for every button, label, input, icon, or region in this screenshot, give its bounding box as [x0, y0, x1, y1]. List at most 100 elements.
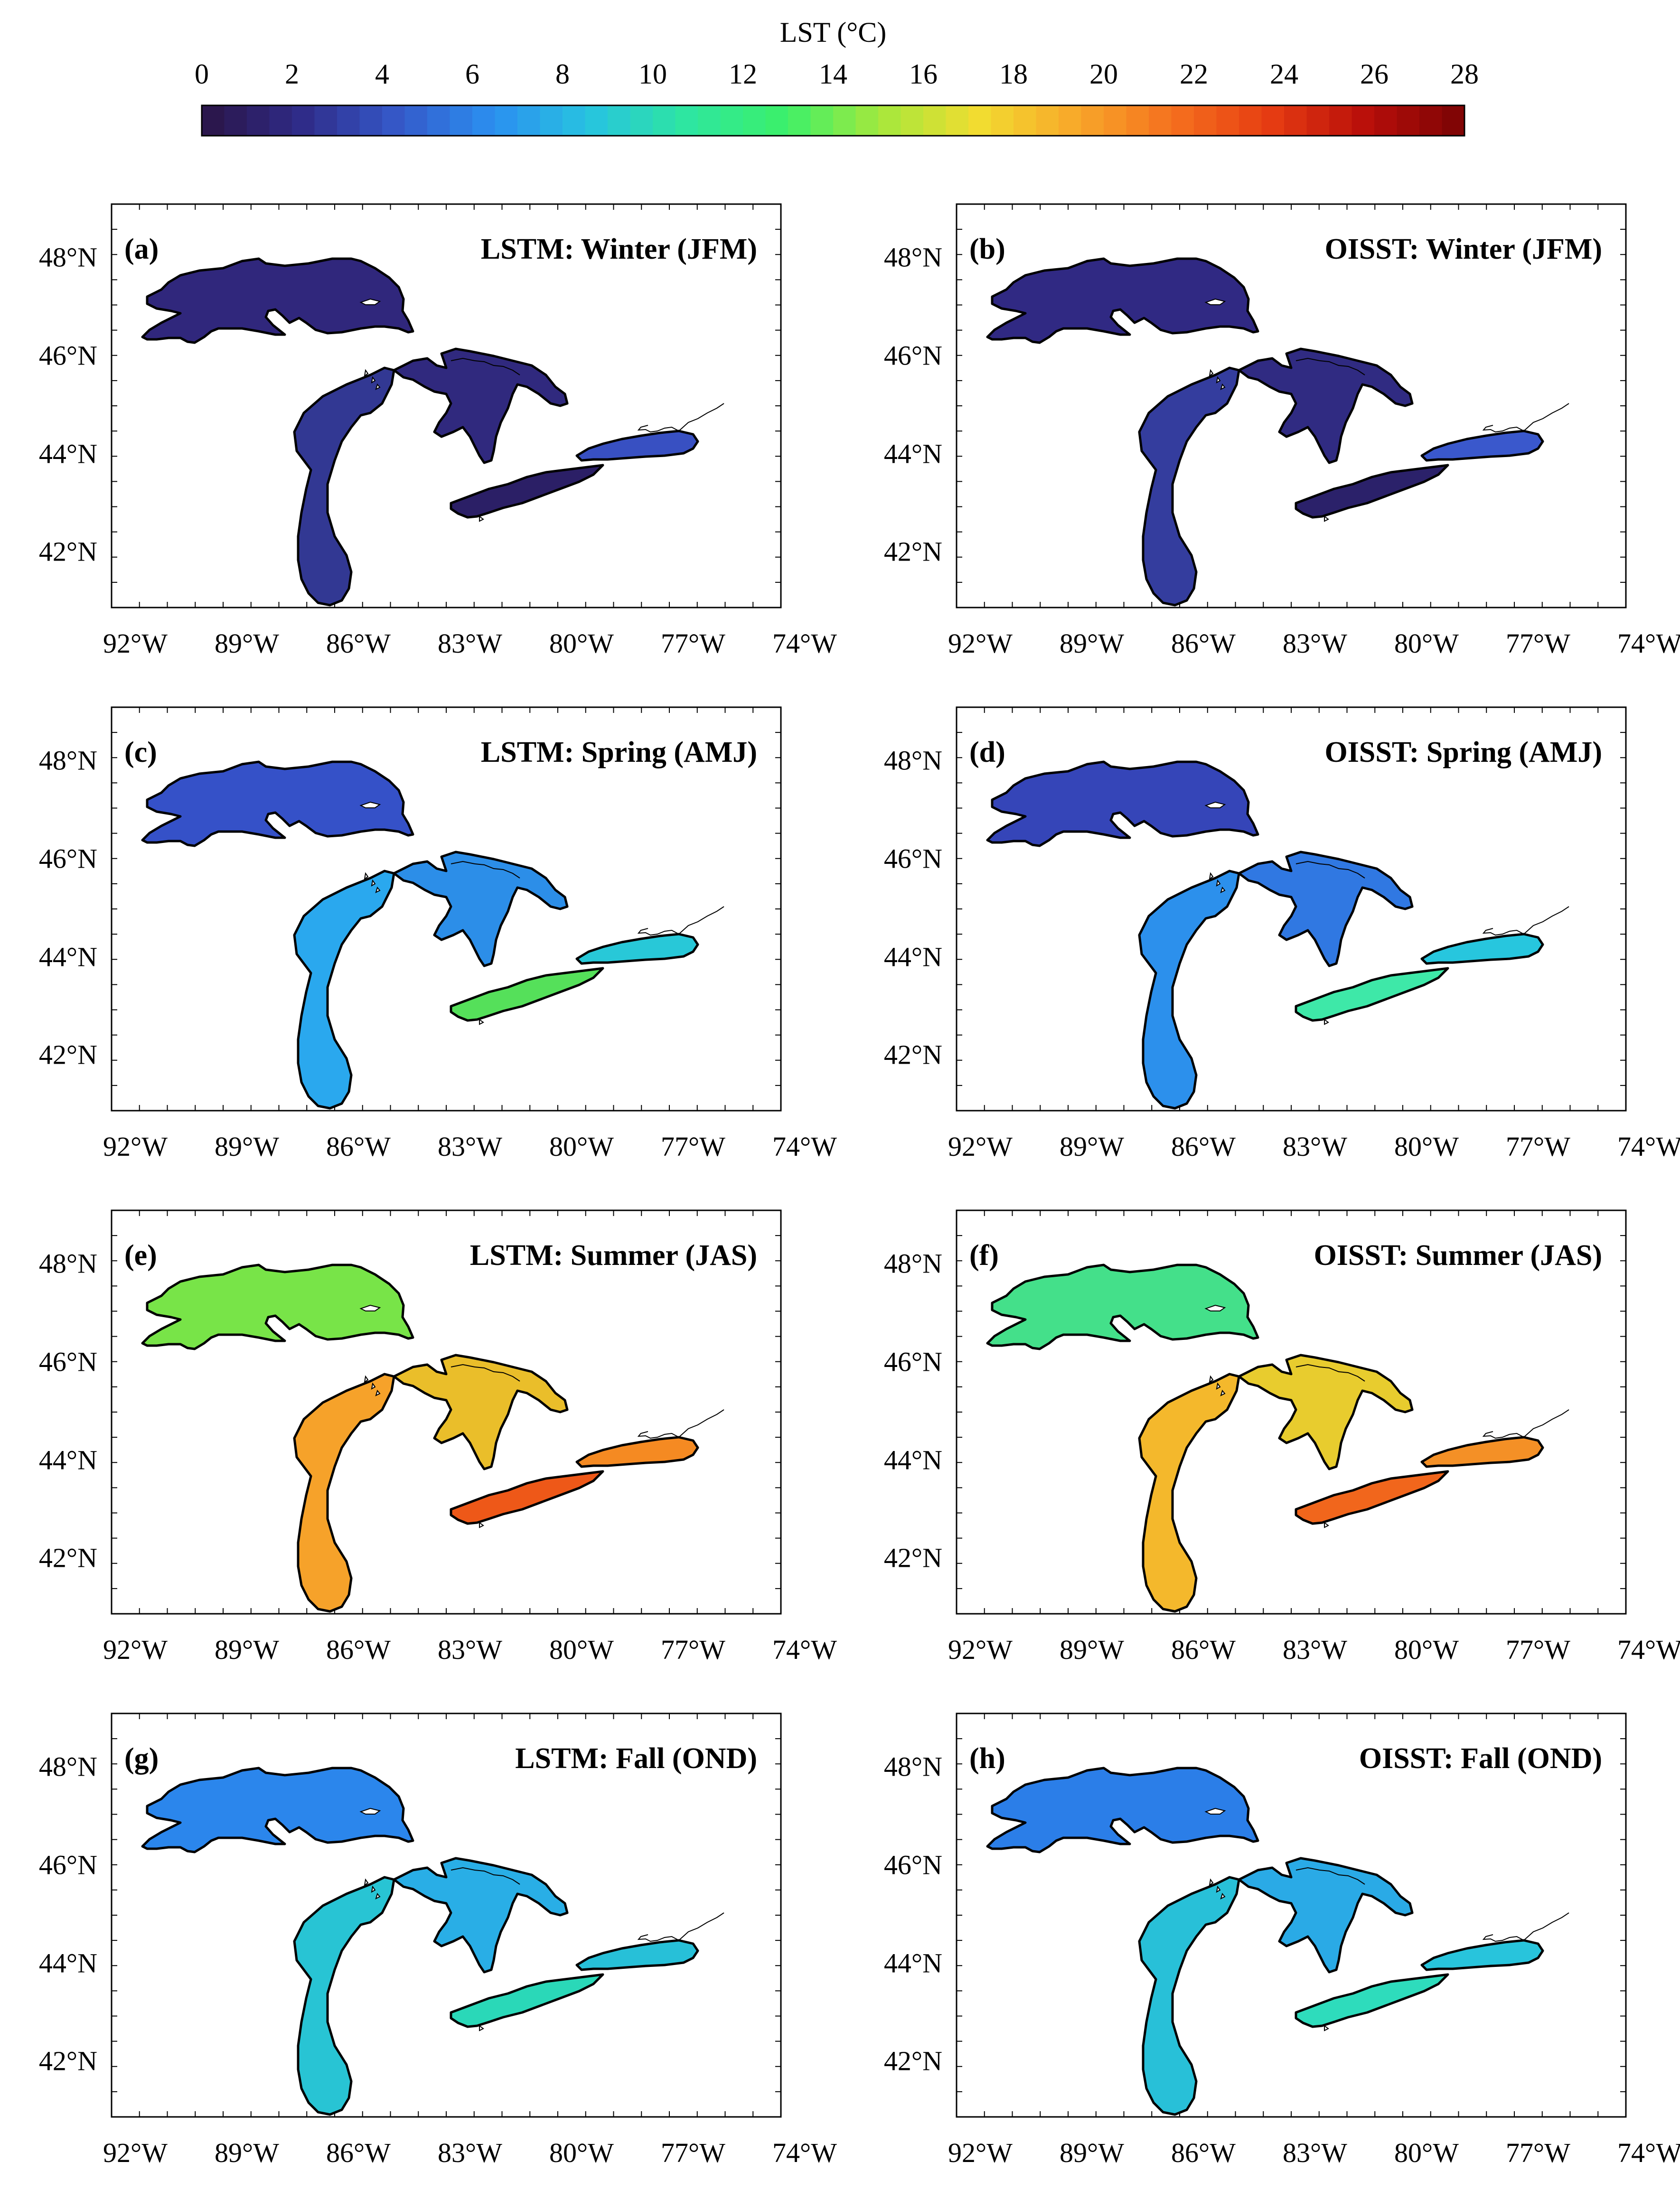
- colorbar-swatch: [1126, 105, 1149, 136]
- colorbar-swatch: [968, 105, 992, 136]
- lat-tick-label: 48°N: [884, 1248, 942, 1279]
- colorbar-swatch: [1284, 105, 1307, 136]
- lat-tick-label: 42°N: [39, 2045, 97, 2076]
- colorbar-tick-label: 12: [729, 58, 757, 90]
- colorbar-swatch: [517, 105, 541, 136]
- lon-tick-label: 89°W: [1060, 2137, 1124, 2168]
- colorbar-swatch: [810, 105, 834, 136]
- map-panel: (f) OISST: Summer (JAS) 48°N 46°N 44°N 42°N 92…: [884, 1209, 1680, 1665]
- lat-tick-label: 48°N: [884, 1751, 942, 1782]
- colorbar-swatch: [1036, 105, 1059, 136]
- colorbar-swatch: [585, 105, 608, 136]
- lon-tick-label: 77°W: [661, 1634, 725, 1665]
- colorbar-tick-label: 20: [1089, 58, 1118, 90]
- colorbar-swatch: [1374, 105, 1398, 136]
- panel-letter: (b): [969, 233, 1005, 265]
- panel-title: OISST: Summer (JAS): [1314, 1239, 1602, 1272]
- lon-tick-label: 80°W: [1394, 628, 1459, 659]
- panel-title: OISST: Spring (AMJ): [1325, 736, 1603, 768]
- panel-letter: (g): [124, 1742, 159, 1775]
- colorbar-swatch: [1329, 105, 1352, 136]
- colorbar-swatch: [1419, 105, 1443, 136]
- panel-title: OISST: Fall (OND): [1359, 1742, 1602, 1775]
- lon-tick-label: 86°W: [1171, 1634, 1236, 1665]
- lon-tick-label: 89°W: [215, 628, 279, 659]
- colorbar-swatch: [1239, 105, 1262, 136]
- colorbar-tick-label: 10: [638, 58, 667, 90]
- colorbar-swatch: [495, 105, 518, 136]
- lat-tick-label: 46°N: [39, 1346, 97, 1377]
- lon-tick-label: 92°W: [103, 1634, 168, 1665]
- colorbar-tick-label: 24: [1270, 58, 1298, 90]
- lat-tick-label: 46°N: [39, 1849, 97, 1880]
- colorbar-swatch: [720, 105, 743, 136]
- lon-tick-label: 83°W: [438, 628, 502, 659]
- colorbar-swatch: [788, 105, 811, 136]
- colorbar-swatch: [382, 105, 405, 136]
- lat-tick-label: 42°N: [884, 1039, 942, 1070]
- colorbar-tick-label: 2: [285, 58, 299, 90]
- panel-letter: (f): [969, 1239, 999, 1272]
- lon-tick-label: 74°W: [1617, 2137, 1680, 2168]
- lon-tick-label: 92°W: [103, 628, 168, 659]
- lon-tick-label: 92°W: [103, 2137, 168, 2168]
- panel-letter: (h): [969, 1742, 1005, 1775]
- colorbar-swatch: [698, 105, 721, 136]
- lon-tick-label: 77°W: [661, 2137, 725, 2168]
- panel-letter: (c): [124, 736, 157, 768]
- colorbar-tick-label: 16: [909, 58, 938, 90]
- colorbar: LST (°C)0 2 4 6 8 10 12 14 16 18 20 22 24 26 28: [195, 17, 1479, 137]
- colorbar-swatch: [1442, 105, 1465, 136]
- lon-tick-label: 77°W: [1506, 1634, 1570, 1665]
- map-panel: (g) LSTM: Fall (OND) 48°N 46°N 44°N 42°N 92°W 8…: [39, 1713, 837, 2168]
- lon-tick-label: 74°W: [1617, 1634, 1680, 1665]
- lat-tick-label: 48°N: [884, 745, 942, 776]
- lon-tick-label: 92°W: [948, 2137, 1013, 2168]
- colorbar-swatch: [991, 105, 1014, 136]
- colorbar-swatch: [630, 105, 653, 136]
- lon-tick-label: 86°W: [326, 1634, 391, 1665]
- lat-tick-label: 42°N: [39, 536, 97, 567]
- lat-tick-label: 42°N: [884, 536, 942, 567]
- lon-tick-label: 89°W: [1060, 628, 1124, 659]
- lon-tick-label: 86°W: [326, 2137, 391, 2168]
- lon-tick-label: 77°W: [1506, 2137, 1570, 2168]
- lon-tick-label: 74°W: [772, 1634, 837, 1665]
- colorbar-swatch: [1059, 105, 1082, 136]
- lat-tick-label: 46°N: [884, 1849, 942, 1880]
- lat-tick-label: 44°N: [884, 941, 942, 972]
- panel-letter: (d): [969, 736, 1005, 768]
- lon-tick-label: 89°W: [1060, 1634, 1124, 1665]
- colorbar-swatch: [923, 105, 947, 136]
- lat-tick-label: 46°N: [39, 843, 97, 874]
- panel-title: LSTM: Fall (OND): [515, 1742, 757, 1775]
- lon-tick-label: 89°W: [215, 2137, 279, 2168]
- panel-letter: (e): [124, 1239, 157, 1272]
- colorbar-swatch: [878, 105, 901, 136]
- lon-tick-label: 74°W: [772, 2137, 837, 2168]
- lon-tick-label: 80°W: [1394, 1634, 1459, 1665]
- colorbar-swatch: [427, 105, 451, 136]
- colorbar-swatch: [563, 105, 586, 136]
- lon-tick-label: 86°W: [326, 628, 391, 659]
- colorbar-frame: [201, 104, 1465, 137]
- colorbar-swatch: [1104, 105, 1127, 136]
- lon-tick-label: 92°W: [948, 1131, 1013, 1162]
- colorbar-swatch: [1397, 105, 1420, 136]
- lon-tick-label: 83°W: [1283, 2137, 1347, 2168]
- lat-tick-label: 48°N: [39, 242, 97, 272]
- colorbar-swatch: [1261, 105, 1285, 136]
- lat-tick-label: 44°N: [39, 438, 97, 469]
- colorbar-tick-label: 4: [375, 58, 389, 90]
- map-panel: (b) OISST: Winter (JFM) 48°N 46°N 44°N 42°N 92…: [884, 203, 1680, 659]
- colorbar-swatch: [224, 105, 247, 136]
- lat-tick-label: 44°N: [884, 1444, 942, 1475]
- colorbar-swatch: [247, 105, 270, 136]
- colorbar-swatch: [292, 105, 315, 136]
- colorbar-swatch: [1081, 105, 1104, 136]
- colorbar-swatch: [202, 105, 225, 136]
- lon-tick-label: 74°W: [1617, 1131, 1680, 1162]
- colorbar-tick-label: 8: [555, 58, 570, 90]
- colorbar-swatch: [1171, 105, 1194, 136]
- colorbar-swatch: [269, 105, 292, 136]
